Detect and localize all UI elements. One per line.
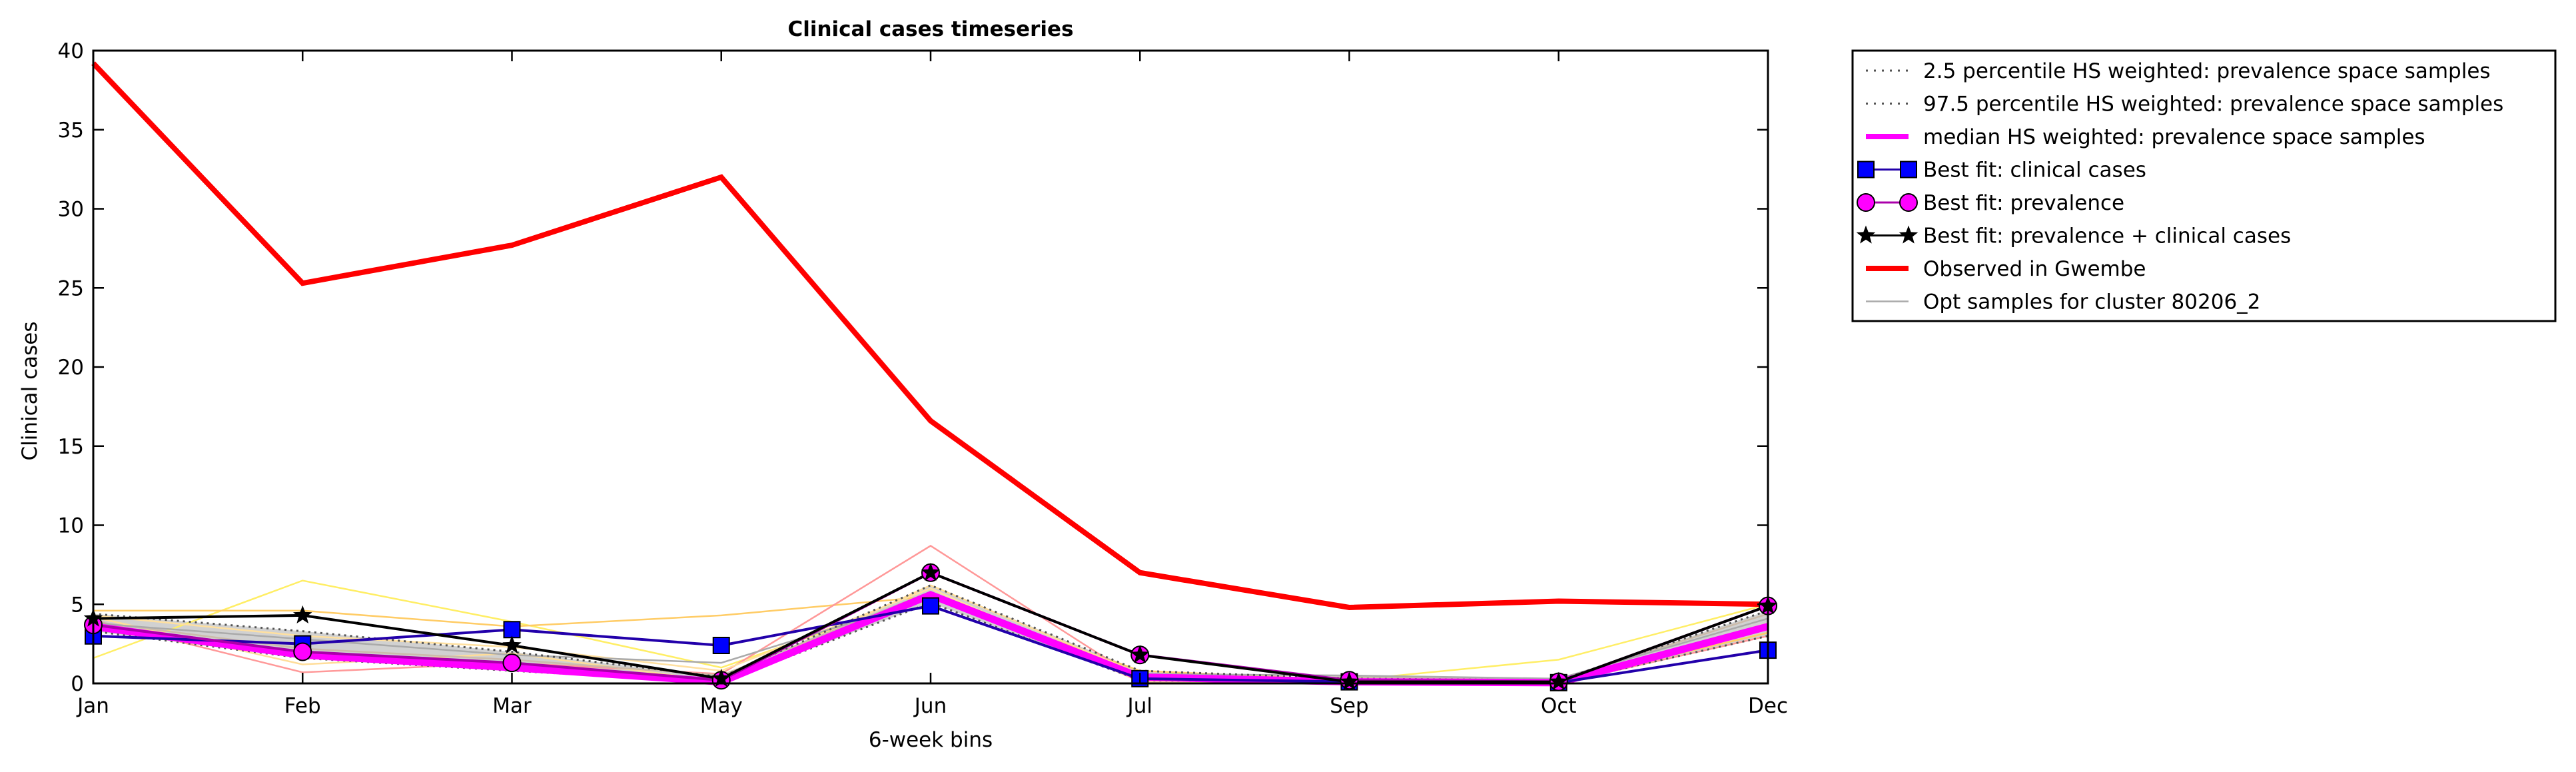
x-axis-label: 6-week bins xyxy=(869,728,993,752)
best-fit-prevalence-point xyxy=(502,653,522,673)
legend-square-marker xyxy=(1900,161,1917,179)
legend-entry: 2.5 percentile HS weighted: prevalence s… xyxy=(1866,59,2491,83)
legend-entry: median HS weighted: prevalence space sam… xyxy=(1866,125,2425,149)
legend-entry: Best fit: prevalence xyxy=(1857,191,2124,215)
y-axis-label: Clinical cases xyxy=(18,321,42,460)
legend-label: Opt samples for cluster 80206_2 xyxy=(1923,290,2260,314)
best-fit-clinical-point xyxy=(712,637,730,654)
x-tick-label: Sep xyxy=(1330,694,1368,718)
legend-entry: Best fit: prevalence + clinical cases xyxy=(1856,224,2291,248)
x-tick-label: Oct xyxy=(1541,694,1577,718)
x-tick-label: Jun xyxy=(913,694,947,718)
best-fit-combined-point xyxy=(1130,645,1150,663)
legend-circle-marker xyxy=(1857,193,1875,212)
best-fit-combined-point xyxy=(293,605,312,623)
legend-box xyxy=(1851,49,2557,322)
best-fit-combined-point xyxy=(921,562,941,581)
best-fit-combined-point xyxy=(502,635,522,654)
y-tick-label: 25 xyxy=(58,276,84,300)
legend-label: 2.5 percentile HS weighted: prevalence s… xyxy=(1923,59,2491,83)
y-tick-label: 15 xyxy=(58,435,84,459)
legend-circle-marker xyxy=(1899,193,1918,212)
legend-square-marker xyxy=(1857,161,1875,179)
x-tick-label: Jan xyxy=(76,694,109,718)
best-fit-clinical-point xyxy=(922,597,939,615)
legend-entry: Best fit: clinical cases xyxy=(1857,159,2146,183)
axes-ticks: 0 5 10 15 20 25 30 35 40 Jan Feb Mar May Jun Jul Sep Oct… xyxy=(58,39,1788,718)
observed-line xyxy=(91,61,1769,611)
plot-frame xyxy=(92,49,1769,685)
legend-star-marker xyxy=(1856,225,1876,244)
legend-label: Best fit: prevalence xyxy=(1923,191,2124,215)
best-fit-clinical-point xyxy=(503,621,521,639)
x-tick-label: Mar xyxy=(492,694,532,718)
y-tick-label: 5 xyxy=(71,593,84,617)
best-fit-prevalence-point xyxy=(293,642,312,661)
legend-entry: 97.5 percentile HS weighted: prevalence … xyxy=(1866,93,2503,117)
legend: 2.5 percentile HS weighted: prevalence s… xyxy=(1851,49,2557,322)
legend-label: 97.5 percentile HS weighted: prevalence … xyxy=(1923,93,2503,117)
legend-entry: Opt samples for cluster 80206_2 xyxy=(1866,290,2260,314)
y-tick-label: 35 xyxy=(58,119,84,143)
y-tick-label: 30 xyxy=(58,198,84,222)
legend-entry: Observed in Gwembe xyxy=(1866,257,2146,281)
legend-label: Best fit: prevalence + clinical cases xyxy=(1923,224,2291,248)
legend-label: Best fit: clinical cases xyxy=(1923,159,2146,183)
y-tick-label: 0 xyxy=(71,672,84,696)
x-tick-label: Dec xyxy=(1748,694,1788,718)
chart-title: Clinical cases timeseries xyxy=(787,17,1073,41)
legend-star-marker xyxy=(1899,225,1919,244)
legend-label: Observed in Gwembe xyxy=(1923,257,2146,281)
y-tick-label: 40 xyxy=(58,39,84,63)
y-tick-label: 10 xyxy=(58,514,84,538)
y-tick-label: 20 xyxy=(58,356,84,380)
legend-label: median HS weighted: prevalence space sam… xyxy=(1923,125,2425,149)
x-tick-label: Jul xyxy=(1126,694,1152,718)
x-tick-label: May xyxy=(700,694,743,718)
x-tick-label: Feb xyxy=(284,694,321,718)
